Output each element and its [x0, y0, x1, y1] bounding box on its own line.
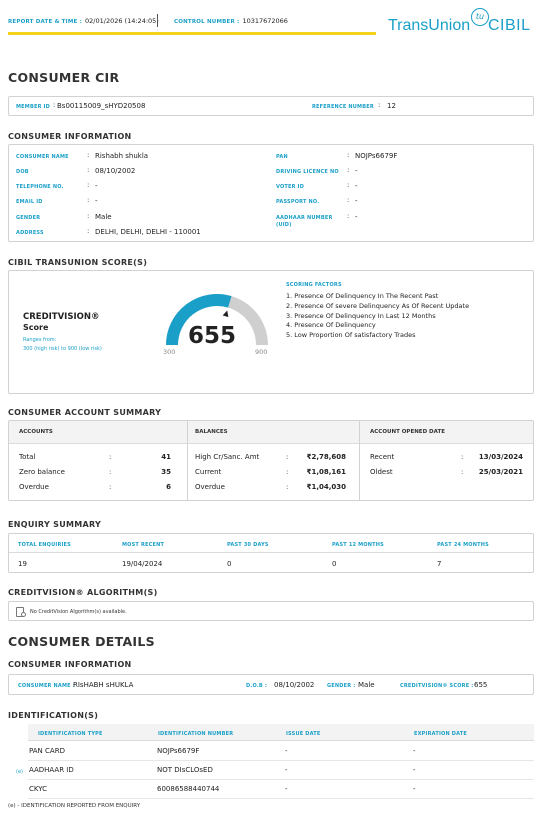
balance-overdue: ₹1,04,030 — [306, 483, 346, 491]
consumer-info-box: CONSUMER NAME : Rishabh shukla DOB : 08/… — [8, 144, 534, 242]
creditvision-score-label: Score — [23, 323, 49, 332]
table-row: AADHAAR ID NOT DIsCLOsED - - — [28, 761, 534, 780]
enquiry-past-24: 7 — [437, 560, 442, 568]
gender: Male — [95, 213, 112, 221]
aadhaar: - — [355, 213, 358, 221]
scoring-factor: 2. Presence Of severe Delinquency As Of … — [286, 301, 470, 310]
details-box: CONSUMER NAME : RIsHABH sHUKLA D.O.B : 0… — [8, 674, 534, 695]
details-dob: 08/10/2002 — [274, 681, 315, 689]
report-date: REPORT DATE & TIME : 02/01/2026 (14:24:0… — [8, 17, 159, 25]
table-row: CKYC 60086588440744 - - — [28, 780, 534, 799]
scoring-factor: 1. Presence Of Delinquency In The Recent… — [286, 292, 439, 300]
accounts-total: 41 — [161, 453, 171, 461]
enquiry-past-30: 0 — [227, 560, 232, 568]
score-value: 655 — [188, 323, 237, 349]
score-heading: CIBIL TRANSUNION SCORE(S) — [8, 258, 148, 267]
driving-licence: - — [355, 167, 358, 175]
accounts-title: ACCOUNTS — [19, 429, 53, 435]
balance-high-credit: ₹2,78,608 — [306, 453, 346, 461]
opened-title: ACCOUNT OPENED DATE — [370, 429, 445, 435]
enquiry-heading: ENQUIRY SUMMARY — [8, 520, 102, 529]
opened-recent: 13/03/2024 — [478, 453, 523, 461]
table-row: PAN CARD NOJPs6679F - - — [28, 742, 534, 761]
member-id: Bs00115009_sHYD20508 — [57, 102, 146, 110]
enquiry-past-12: 0 — [332, 560, 337, 568]
voter-id: - — [355, 182, 358, 190]
details-info-heading: CONSUMER INFORMATION — [8, 660, 132, 669]
scoring-factor: 3. Presence Of Delinquency In Last 12 Mo… — [286, 311, 436, 320]
header-underline — [8, 32, 376, 35]
gauge-pointer — [222, 310, 229, 318]
balances-title: BALANCES — [195, 429, 228, 435]
tu-logo-mark: tu — [471, 8, 489, 26]
enquiry-marker: (e) — [16, 769, 23, 775]
score-max: 900 — [255, 348, 268, 356]
algorithm-heading: CREDITVISION® ALGORITHM(S) — [8, 588, 158, 597]
transunion-cibil-logo: TransUnion tu CIBIL — [388, 8, 538, 38]
control-number: CONTROL NUMBER : 10317672066 — [174, 17, 288, 25]
dob: 08/10/2002 — [95, 167, 136, 175]
score-gauge — [166, 294, 268, 346]
accounts-overdue: 6 — [166, 483, 171, 491]
details-gender: Male — [358, 681, 375, 689]
scoring-factor: 5. Low Proportion Of satisfactory Trades — [286, 331, 416, 340]
details-score: 655 — [474, 681, 488, 689]
scoring-factor: 4. Presence Of Delinquency — [286, 321, 376, 330]
email: - — [95, 197, 98, 205]
balance-current: ₹1,08,161 — [306, 468, 346, 476]
enquiry-box: TOTAL ENQUIRIES MOST RECENT PAST 30 DAYS… — [8, 533, 534, 573]
pan: NOJPs6679F — [355, 152, 398, 160]
gauge-fill — [166, 294, 232, 346]
consumer-info-heading: CONSUMER INFORMATION — [8, 132, 132, 141]
scoring-factors-heading: SCORING FACTORS — [286, 282, 342, 288]
account-summary-box: ACCOUNTS BALANCES ACCOUNT OPENED DATE To… — [8, 420, 534, 501]
score-min: 300 — [163, 348, 176, 356]
account-summary-heading: CONSUMER ACCOUNT SUMMARY — [8, 408, 162, 417]
identification-footnote: (e) - IDENTIFICATION REPORTED FROM ENQUI… — [8, 803, 141, 809]
address: DELHI, DELHI, DELHI - 110001 — [95, 228, 201, 236]
page-title: CONSUMER CIR — [8, 70, 120, 85]
enquiry-total: 19 — [18, 560, 27, 568]
creditvision-brand: CREDITVISION® — [23, 312, 100, 322]
report-header: REPORT DATE & TIME : 02/01/2026 (14:24:0… — [0, 0, 547, 40]
identification-heading: IDENTIFICATION(S) — [8, 711, 99, 720]
details-heading: CONSUMER DETAILS — [8, 634, 155, 649]
telephone: - — [95, 182, 98, 190]
score-box: CREDITVISION® Score Ranges from: 300 (hi… — [8, 270, 534, 394]
details-name: RIsHABH sHUKLA — [73, 681, 134, 689]
algorithm-message: No CreditVision Algorithm(s) available. — [30, 609, 127, 615]
consumer-name: Rishabh shukla — [95, 152, 149, 160]
reference-number: 12 — [387, 102, 396, 110]
identification-table: IDENTIFICATION TYPE IDENTIFICATION NUMBE… — [8, 724, 534, 800]
header-divider — [157, 14, 158, 27]
passport: - — [355, 197, 358, 205]
enquiry-most-recent: 19/04/2024 — [122, 560, 163, 568]
algorithm-box: No CreditVision Algorithm(s) available. — [8, 601, 534, 621]
scoring-factors-list: 1. Presence Of Delinquency In The Recent… — [286, 292, 469, 341]
opened-oldest: 25/03/2021 — [478, 468, 523, 476]
accounts-zero-balance: 35 — [161, 468, 171, 476]
member-box: MEMBER ID : Bs00115009_sHYD20508 REFEREN… — [8, 96, 534, 116]
